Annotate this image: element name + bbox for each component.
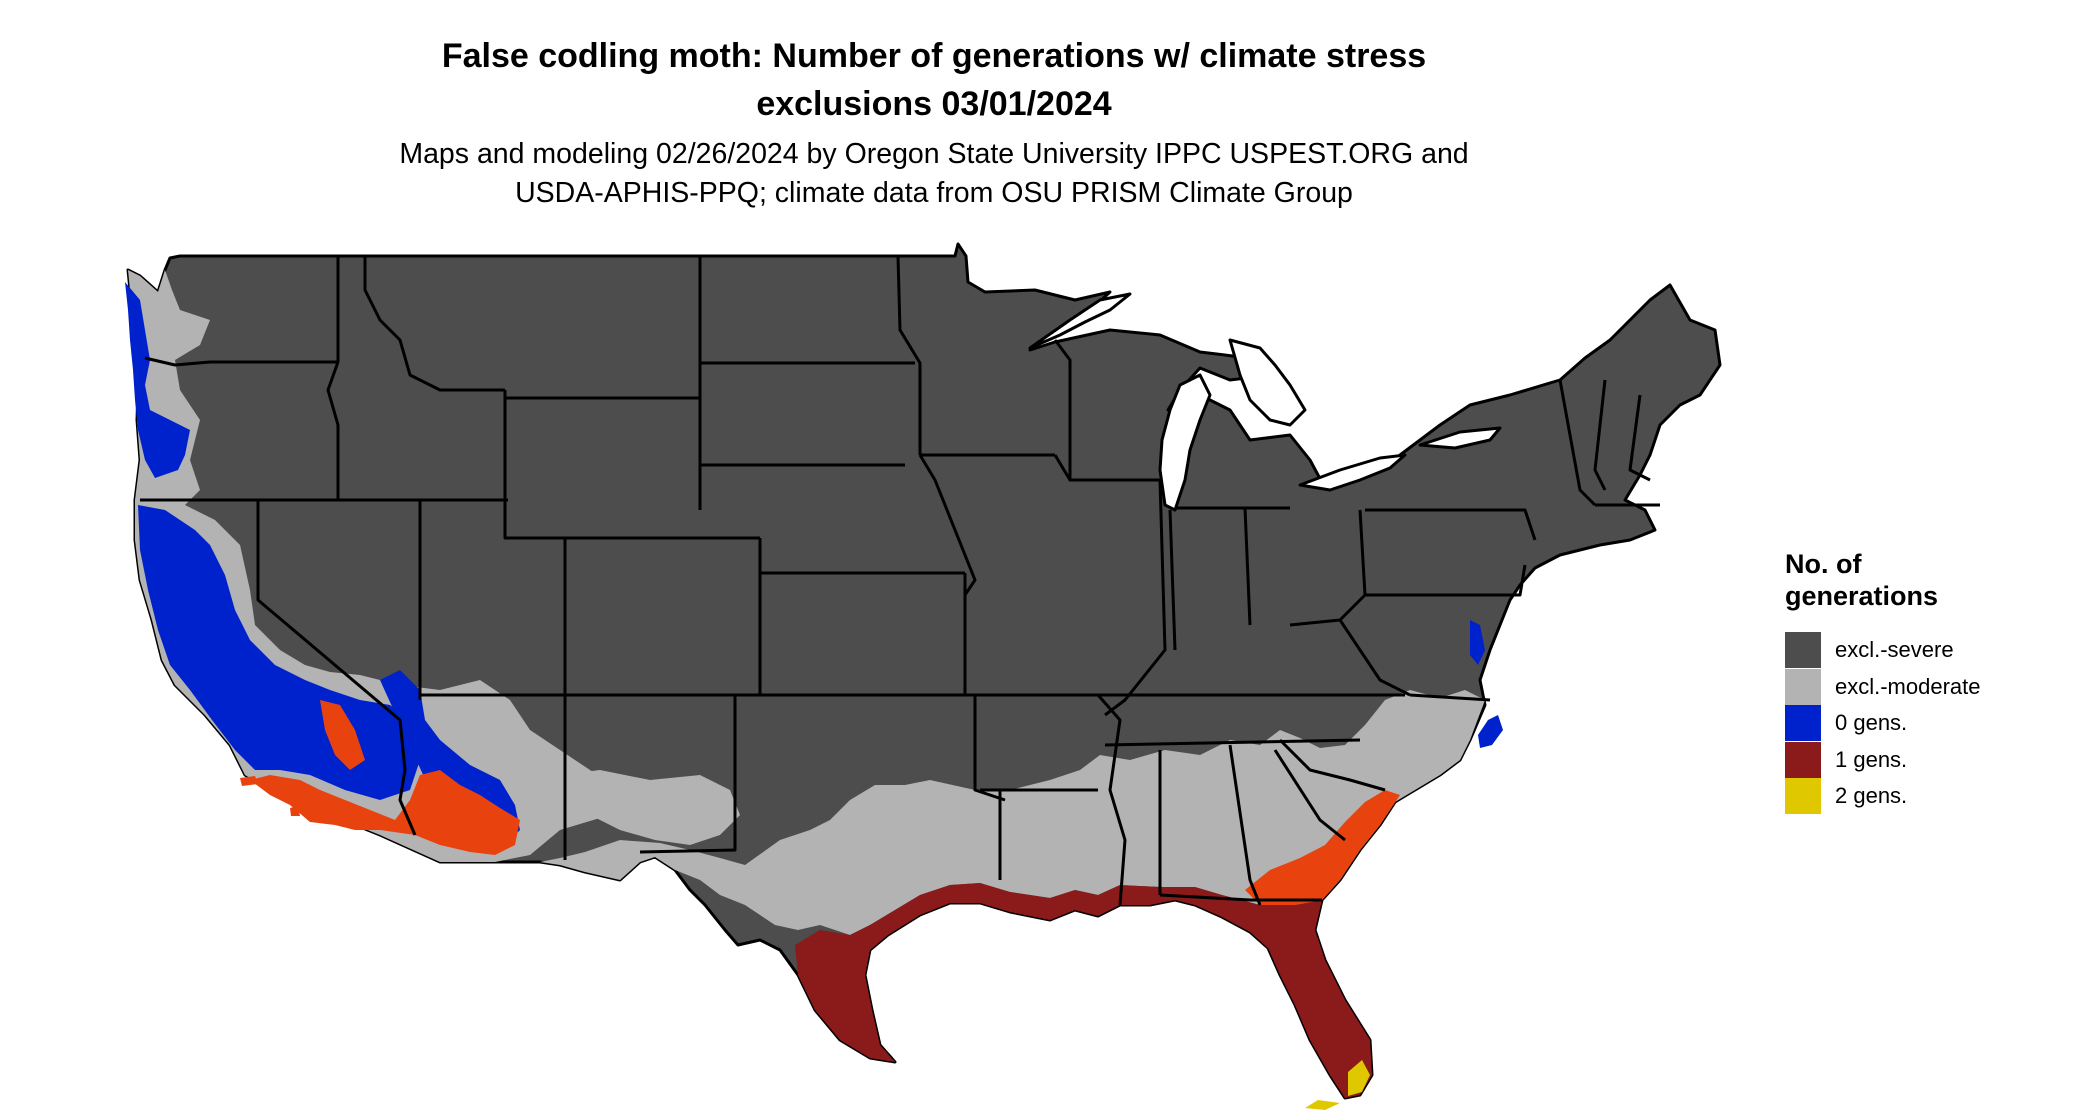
zero-gens-pacific — [125, 282, 190, 478]
legend-title-line-1: No. of — [1785, 549, 1862, 579]
lake-erie — [1298, 453, 1407, 492]
one-gen-channel-islands — [240, 776, 300, 816]
legend-swatch-1-gens — [1785, 741, 1821, 778]
map-subtitle: Maps and modeling 02/26/2024 by Oregon S… — [0, 135, 1868, 213]
lake-huron — [1228, 338, 1307, 427]
one-gen-atlantic-coast — [1245, 790, 1400, 905]
two-gens-florida-keys — [1305, 1060, 1370, 1110]
one-gen-southwest-inland — [320, 700, 365, 770]
title-line-2: exclusions 03/01/2024 — [756, 85, 1112, 123]
one-gen-gulf-coast — [795, 883, 1372, 1098]
legend-item-excl-severe: excl.-severe — [1785, 632, 1981, 669]
great-lakes — [1028, 292, 1502, 512]
legend-label-0-gens: 0 gens. — [1835, 710, 1908, 736]
legend-label-excl-moderate: excl.-moderate — [1835, 673, 1981, 699]
legend-label-excl-severe: excl.-severe — [1835, 637, 1954, 663]
legend-swatch-excl-severe — [1785, 632, 1821, 669]
legend: No. of generations excl.-severe excl.-mo… — [1785, 548, 1981, 815]
legend-item-excl-moderate: excl.-moderate — [1785, 668, 1981, 706]
legend-label-2-gens: 2 gens. — [1835, 783, 1908, 809]
legend-swatch-excl-moderate — [1785, 668, 1821, 705]
legend-items: excl.-severe excl.-moderate 0 gens. 1 ge… — [1785, 632, 1981, 815]
state-borders — [140, 255, 1660, 906]
legend-item-2-gens: 2 gens. — [1785, 778, 1981, 815]
one-gen-southwest — [250, 770, 520, 855]
map-title: False codling moth: Number of generation… — [0, 32, 1868, 128]
title-line-1: False codling moth: Number of generation… — [441, 37, 1427, 75]
legend-label-1-gens: 1 gens. — [1835, 746, 1908, 772]
lake-michigan — [1158, 373, 1212, 512]
legend-swatch-0-gens — [1785, 705, 1821, 742]
lake-superior — [1028, 292, 1132, 350]
legend-title: No. of generations — [1785, 548, 1981, 612]
legend-swatch-2-gens — [1785, 778, 1821, 815]
legend-title-line-2: generations — [1785, 581, 1939, 611]
lake-ontario — [1418, 426, 1502, 450]
subtitle-line-1: Maps and modeling 02/26/2024 by Oregon S… — [399, 138, 1469, 170]
subtitle-line-2: USDA-APHIS-PPQ; climate data from OSU PR… — [515, 177, 1353, 209]
legend-item-1-gens: 1 gens. — [1785, 741, 1981, 779]
zero-gens-chesapeake — [1470, 620, 1485, 665]
zero-gens-outer-banks — [1478, 715, 1503, 748]
us-landmass — [126, 242, 1722, 1100]
moderate-exclusion-nm-az — [560, 770, 740, 845]
legend-item-0-gens: 0 gens. — [1785, 705, 1981, 742]
